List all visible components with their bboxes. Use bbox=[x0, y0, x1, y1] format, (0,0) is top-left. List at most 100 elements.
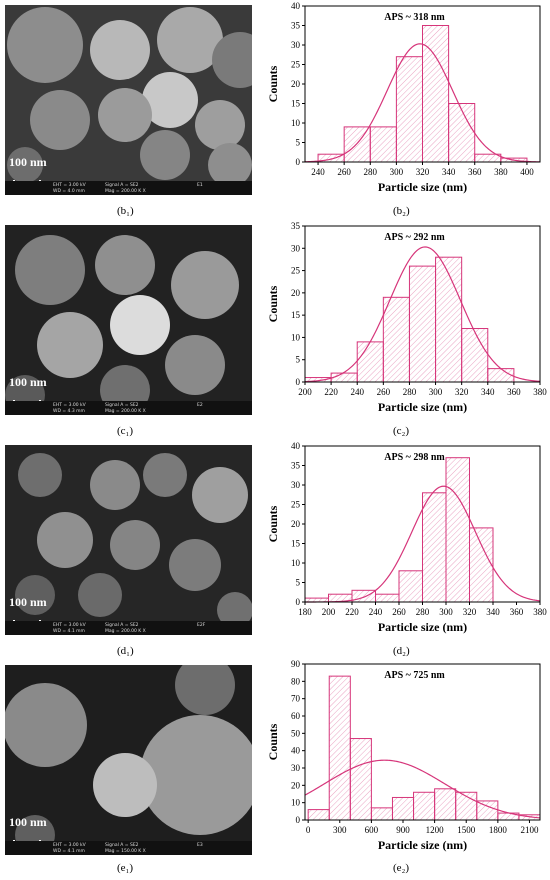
y-tick-label: 15 bbox=[291, 539, 301, 549]
x-tick-label: 380 bbox=[533, 607, 547, 617]
info-sample: E2F bbox=[197, 623, 206, 628]
info-sample: E1 bbox=[197, 183, 203, 188]
y-tick-label: 0 bbox=[296, 815, 301, 825]
x-tick-label: 340 bbox=[486, 607, 500, 617]
histogram-bar bbox=[445, 457, 470, 603]
y-tick-label: 25 bbox=[291, 266, 301, 276]
histogram-bar bbox=[375, 593, 400, 603]
y-tick-label: 50 bbox=[291, 728, 301, 738]
info-wd: WD = 4.3 mm bbox=[53, 409, 85, 414]
histogram-bar bbox=[351, 589, 376, 603]
histogram-bar bbox=[330, 372, 358, 383]
y-tick-label: 20 bbox=[291, 780, 301, 790]
x-tick-label: 360 bbox=[507, 387, 521, 397]
caption-c2: (c₂) bbox=[393, 425, 410, 437]
histogram-bar bbox=[461, 328, 489, 383]
x-axis-label: Particle size (nm) bbox=[378, 180, 467, 194]
y-tick-label: 10 bbox=[291, 558, 301, 568]
gaussian-fit-line bbox=[304, 246, 541, 383]
plot-frame bbox=[304, 663, 541, 821]
x-tick-label: 320 bbox=[416, 167, 430, 177]
x-axis-label: Particle size (nm) bbox=[378, 400, 467, 414]
x-tick-label: 400 bbox=[520, 167, 534, 177]
info-mag: Mag = 200.00 K X bbox=[105, 409, 146, 414]
y-tick-label: 80 bbox=[291, 676, 301, 686]
x-tick-label: 900 bbox=[396, 825, 410, 835]
x-tick-label: 1200 bbox=[426, 825, 445, 835]
y-tick-label: 60 bbox=[291, 711, 301, 721]
y-tick-label: 10 bbox=[291, 332, 301, 342]
y-tick-label: 30 bbox=[291, 763, 301, 773]
x-tick-label: 280 bbox=[403, 387, 417, 397]
y-tick-label: 25 bbox=[291, 60, 301, 70]
histogram-d2: 180 200 220 240 260 280 300 320 340 360 380 0 5 10 15 2… bbox=[266, 441, 547, 634]
y-tick-label: 5 bbox=[296, 578, 301, 588]
info-mag: Mag = 200.00 K X bbox=[105, 629, 146, 634]
info-wd: WD = 4.0 mm bbox=[53, 189, 85, 194]
x-tick-label: 240 bbox=[369, 607, 383, 617]
y-axis-label: Counts bbox=[266, 505, 280, 542]
y-tick-label: 35 bbox=[291, 461, 301, 471]
y-tick-label: 70 bbox=[291, 694, 301, 704]
x-tick-label: 240 bbox=[311, 167, 325, 177]
x-tick-label: 260 bbox=[392, 607, 406, 617]
histogram-bar bbox=[487, 368, 515, 383]
y-tick-label: 5 bbox=[296, 138, 301, 148]
scale-label: 100 nm bbox=[9, 375, 47, 389]
y-tick-label: 90 bbox=[291, 659, 301, 669]
sem-micrograph-e1 bbox=[5, 665, 252, 855]
x-tick-label: 260 bbox=[337, 167, 351, 177]
histogram-bar bbox=[369, 126, 397, 163]
x-tick-label: 360 bbox=[510, 607, 524, 617]
histogram-bar bbox=[435, 256, 463, 383]
x-tick-label: 300 bbox=[333, 825, 347, 835]
x-tick-label: 300 bbox=[439, 607, 453, 617]
y-tick-label: 10 bbox=[291, 118, 301, 128]
y-tick-label: 35 bbox=[291, 21, 301, 31]
y-tick-label: 0 bbox=[296, 157, 301, 167]
y-tick-label: 40 bbox=[291, 746, 301, 756]
y-tick-label: 5 bbox=[296, 355, 301, 365]
x-tick-label: 1800 bbox=[489, 825, 508, 835]
histogram-e2: 0 300 600 900 1200 1500 1800 2100 0 10 20 30 40 50 60 7… bbox=[266, 659, 541, 852]
y-tick-label: 0 bbox=[296, 597, 301, 607]
x-tick-label: 280 bbox=[364, 167, 378, 177]
info-mag: Mag = 200.00 K X bbox=[105, 189, 146, 194]
y-tick-label: 35 bbox=[291, 221, 301, 231]
sem-info-bar: EHT = 3.00 kV WD = 4.1 mm Signal A = SE2… bbox=[5, 841, 252, 855]
x-tick-label: 220 bbox=[324, 387, 338, 397]
caption-b2: (b₂) bbox=[393, 205, 410, 217]
info-sample: E2 bbox=[197, 403, 203, 408]
x-tick-label: 1500 bbox=[457, 825, 476, 835]
x-tick-label: 320 bbox=[455, 387, 469, 397]
info-wd: WD = 4.1 mm bbox=[53, 849, 85, 854]
x-tick-label: 300 bbox=[429, 387, 443, 397]
x-tick-label: 180 bbox=[298, 607, 312, 617]
histogram-bar bbox=[413, 791, 436, 821]
histogram-bar bbox=[434, 788, 457, 821]
plot-frame bbox=[304, 225, 541, 383]
sem-micrograph-c1 bbox=[5, 225, 252, 415]
gaussian-fit-line bbox=[305, 485, 541, 603]
sem-image-e1: 100 nm EHT = 3.00 kV WD = 4.1 mm Signal … bbox=[5, 665, 252, 855]
aps-annotation: APS ~ 318 nm bbox=[384, 12, 445, 23]
histogram-bar bbox=[398, 570, 423, 603]
x-tick-label: 240 bbox=[350, 387, 364, 397]
x-tick-label: 600 bbox=[365, 825, 379, 835]
info-wd: WD = 4.1 mm bbox=[53, 629, 85, 634]
sem-micrograph-d1 bbox=[5, 445, 252, 635]
histogram-bar bbox=[422, 25, 450, 163]
histogram-bar bbox=[422, 492, 447, 603]
x-tick-label: 340 bbox=[481, 387, 495, 397]
histogram-bar bbox=[476, 800, 499, 821]
y-tick-label: 15 bbox=[291, 310, 301, 320]
gaussian-fit-line bbox=[304, 759, 541, 819]
y-tick-label: 30 bbox=[291, 40, 301, 50]
aps-annotation: APS ~ 725 nm bbox=[384, 670, 445, 681]
info-eht: EHT = 3.00 kV bbox=[53, 843, 86, 848]
y-tick-label: 10 bbox=[291, 798, 301, 808]
x-axis-label: Particle size (nm) bbox=[378, 838, 467, 852]
histogram-b2: 240 260 280 300 320 340 360 380 400 0 5 10 15 20 25 30 3… bbox=[266, 1, 541, 194]
x-axis-label: Particle size (nm) bbox=[378, 620, 467, 634]
y-tick-label: 40 bbox=[291, 441, 301, 451]
